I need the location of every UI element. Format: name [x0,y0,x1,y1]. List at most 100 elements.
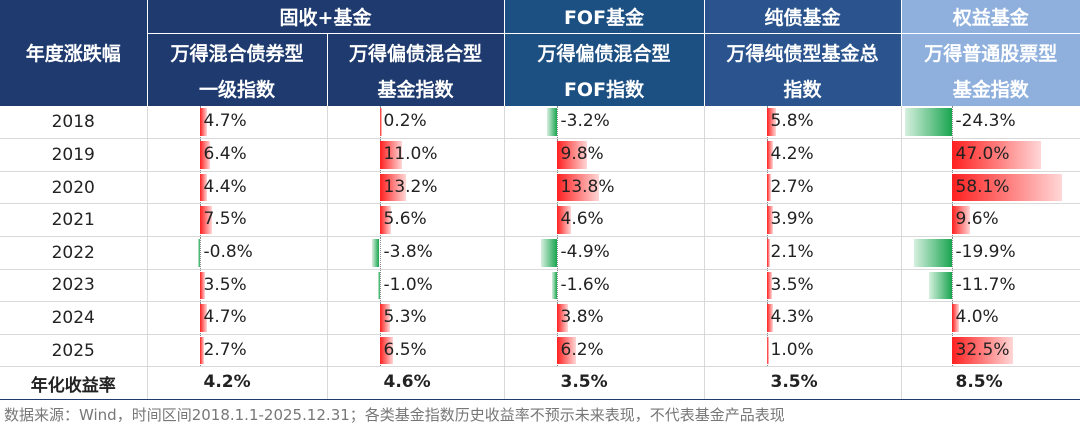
value-cell: 2.7% [704,171,902,205]
zero-line [951,269,953,301]
value-label: 13.8% [560,176,615,197]
zero-line [556,236,558,269]
positive-bar [766,336,769,365]
value-label: 3.5% [560,372,608,393]
value-label: 0.2% [383,111,427,131]
value-label: 4.7% [203,307,247,328]
value-label: 8.5% [955,372,1003,393]
group-header-equity: 权益基金 [901,0,1080,34]
value-label: -1.6% [560,274,610,295]
year-label: 2019 [0,138,148,172]
positive-bar [951,336,1014,365]
value-cell: -3.8% [327,236,505,270]
group-header-fof: FOF基金 [504,0,705,34]
table-row: 2024 4.7% 5.3% 3.8% 4.3% 4.0% [0,301,1080,335]
positive-bar [951,206,970,234]
group-header-pure-bond: 纯债基金 [704,0,902,34]
row-header: 年度涨跌幅 [0,0,148,107]
value-cell: 0.2% [327,106,505,140]
zero-line [556,106,558,138]
column-header-line1: 万得纯债型基金总 [704,33,902,70]
negative-bar [371,238,380,267]
column-header-line1: 万得混合债券型 [147,33,328,70]
value-cell: 4.2% [704,138,902,172]
positive-bar [766,271,773,300]
year-label: 2018 [0,106,148,140]
value-label: -11.7% [955,274,1016,295]
value-cell: 1.0% [704,334,902,368]
column-header-line2: 一级指数 [147,70,328,106]
table-row: 2018 4.7% 0.2% -3.2% 5.8% -24.3% [0,106,1080,140]
column-header-line1: 万得偏债混合型 [504,33,705,70]
zero-line [379,236,381,269]
year-label: 2020 [0,171,148,205]
value-label: 2.7% [203,339,247,360]
positive-bar [766,141,774,169]
value-label: 5.8% [770,111,814,131]
value-label: 32.5% [955,339,1010,360]
zero-line [951,236,953,269]
value-cell: 58.1% [901,171,1080,205]
value-cell: -19.9% [901,236,1080,270]
value-label: 6.4% [203,144,247,165]
value-label: 4.7% [203,111,247,131]
value-cell: 11.0% [327,138,505,172]
fund-returns-table: 年度涨跌幅 固收+基金 FOF基金 纯债基金 权益基金 万得混合债券型 万得偏债… [0,0,1080,400]
zero-line [951,106,953,138]
positive-bar [556,336,576,365]
column-header-line2: 基金指数 [901,70,1080,106]
positive-bar [766,206,773,234]
value-cell: 6.4% [147,138,328,172]
value-cell: 3.5% [704,269,902,303]
positive-bar [951,173,1062,202]
value-label: -1.0% [383,274,433,295]
value-cell: 3.8% [504,301,705,335]
value-cell: 3.9% [704,203,902,237]
value-cell: 4.3% [704,301,902,335]
value-label: 4.2% [770,144,814,165]
negative-bar [551,271,557,300]
value-cell: 6.5% [327,334,505,368]
positive-bar [379,304,391,332]
value-label: 9.8% [560,144,604,165]
value-label: 3.9% [770,209,814,230]
value-label: 2.1% [770,241,814,262]
zero-line [379,269,381,301]
positive-bar [199,108,208,137]
table-row: 2022 -0.8% -3.8% -4.9% 2.1% -19.9% [0,236,1080,270]
year-label: 2022 [0,236,148,270]
value-label: 5.3% [383,307,427,328]
column-header-line2: FOF指数 [504,70,705,106]
value-cell: 9.6% [901,203,1080,237]
negative-bar [541,238,557,267]
positive-bar [766,173,771,202]
positive-bar [766,304,774,332]
positive-bar [379,108,382,137]
value-cell: 2.7% [147,334,328,368]
value-cell: 13.8% [504,171,705,205]
positive-bar [379,336,393,365]
zero-line [199,236,201,269]
value-label: 4.6% [383,372,431,393]
year-label: 2023 [0,269,148,303]
value-label: 47.0% [955,144,1010,165]
value-cell: 47.0% [901,138,1080,172]
positive-bar [951,141,1041,169]
column-header-line2: 基金指数 [327,70,505,106]
positive-bar [556,173,600,202]
value-cell: 6.2% [504,334,705,368]
value-label: 4.3% [770,307,814,328]
positive-bar [199,271,206,300]
positive-bar [199,336,204,365]
positive-bar [199,141,210,169]
value-label: 11.0% [383,144,438,165]
annual-return-cell: 8.5% [901,366,1080,400]
positive-bar [556,206,571,234]
value-cell: 4.0% [901,301,1080,335]
negative-bar [546,108,557,137]
value-cell: 3.5% [147,269,328,303]
value-cell: -0.8% [147,236,328,270]
value-label: -24.3% [955,111,1016,131]
annual-return-cell: 3.5% [704,366,902,400]
positive-bar [556,304,569,332]
